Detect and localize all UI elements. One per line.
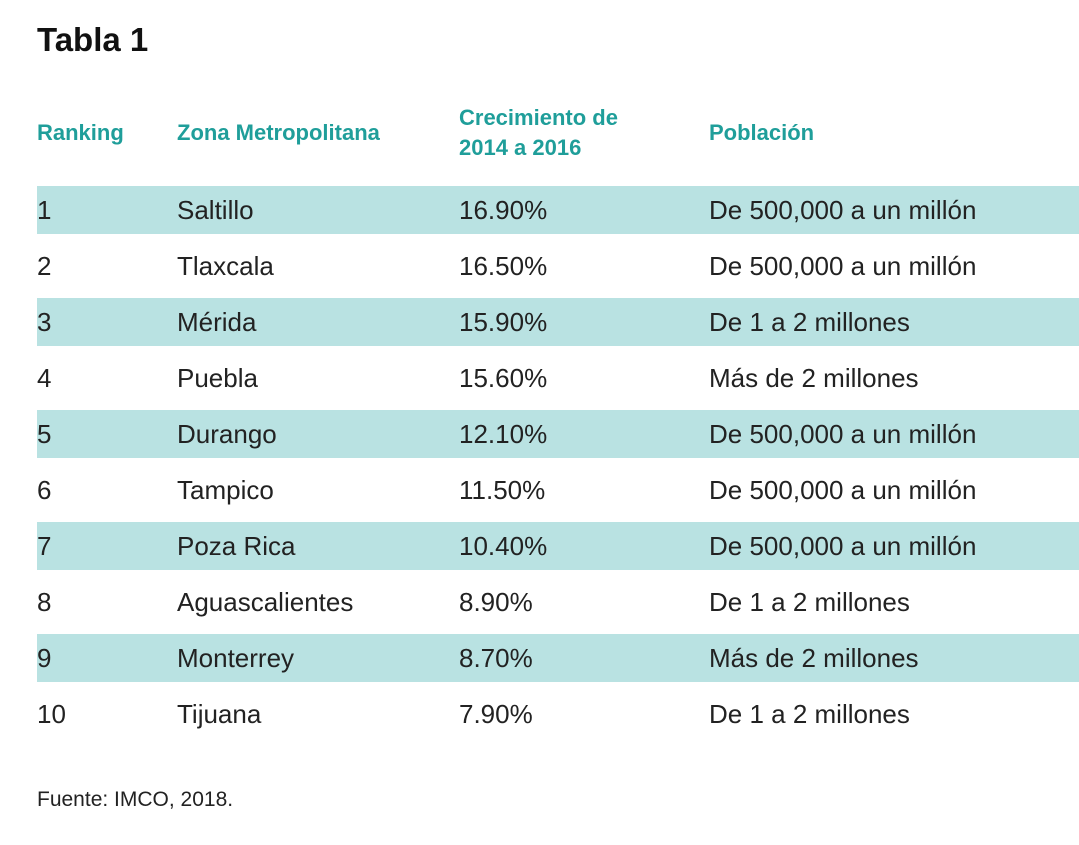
cell-ranking: 6 <box>37 475 52 505</box>
cell-ranking: 9 <box>37 643 52 673</box>
cell-zona: Poza Rica <box>177 531 296 561</box>
table-header: Ranking Zona Metropolitana Crecimiento d… <box>37 100 1079 186</box>
cell-crecimiento: 15.90% <box>459 307 548 337</box>
page-title: Tabla 1 <box>37 21 149 58</box>
cell-poblacion: De 500,000 a un millón <box>709 195 977 225</box>
cell-poblacion: De 500,000 a un millón <box>709 531 977 561</box>
table-row: 9 Monterrey 8.70% Más de 2 millones <box>37 634 1079 690</box>
row-band <box>37 186 1079 234</box>
cell-poblacion: De 500,000 a un millón <box>709 475 977 505</box>
cell-zona: Mérida <box>177 307 257 337</box>
header-zona-metropolitana: Zona Metropolitana <box>177 120 380 145</box>
cell-poblacion: De 500,000 a un millón <box>709 251 977 281</box>
cell-ranking: 5 <box>37 419 52 449</box>
cell-crecimiento: 11.50% <box>459 475 546 505</box>
cell-crecimiento: 12.10% <box>459 419 548 449</box>
cell-zona: Tijuana <box>177 699 262 729</box>
table-row: 1 Saltillo 16.90% De 500,000 a un millón <box>37 186 1079 242</box>
table-row: 6 Tampico 11.50% De 500,000 a un millón <box>37 466 1079 522</box>
table-row: 8 Aguascalientes 8.90% De 1 a 2 millones <box>37 578 1079 634</box>
cell-crecimiento: 8.70% <box>459 643 533 673</box>
cell-crecimiento: 7.90% <box>459 699 533 729</box>
cell-ranking: 7 <box>37 531 52 561</box>
cell-zona: Tlaxcala <box>177 251 274 281</box>
header-poblacion: Población <box>709 120 815 145</box>
row-band <box>37 522 1079 570</box>
table-row: 10 Tijuana 7.90% De 1 a 2 millones <box>37 690 1079 746</box>
cell-zona: Durango <box>177 419 277 449</box>
cell-crecimiento: 16.50% <box>459 251 548 281</box>
table-row: 4 Puebla 15.60% Más de 2 millones <box>37 354 1079 410</box>
header-crecimiento-line1: Crecimiento de <box>459 105 618 130</box>
cell-ranking: 10 <box>37 699 66 729</box>
table-row: 2 Tlaxcala 16.50% De 500,000 a un millón <box>37 242 1079 298</box>
cell-poblacion: De 1 a 2 millones <box>709 699 910 729</box>
cell-ranking: 2 <box>37 251 52 281</box>
header-ranking: Ranking <box>37 120 124 145</box>
cell-ranking: 8 <box>37 587 52 617</box>
header-crecimiento: Crecimiento de 2014 a 2016 <box>459 100 618 166</box>
cell-zona: Saltillo <box>177 195 254 225</box>
cell-crecimiento: 15.60% <box>459 363 548 393</box>
cell-poblacion: Más de 2 millones <box>709 363 919 393</box>
cell-poblacion: De 1 a 2 millones <box>709 307 910 337</box>
cell-zona: Aguascalientes <box>177 587 354 617</box>
cell-crecimiento: 16.90% <box>459 195 548 225</box>
cell-zona: Tampico <box>177 475 274 505</box>
cell-poblacion: De 500,000 a un millón <box>709 419 977 449</box>
cell-crecimiento: 8.90% <box>459 587 533 617</box>
cell-zona: Puebla <box>177 363 258 393</box>
row-band <box>37 410 1079 458</box>
cell-poblacion: Más de 2 millones <box>709 643 919 673</box>
source-note: Fuente: IMCO, 2018. <box>37 788 234 811</box>
cell-ranking: 3 <box>37 307 52 337</box>
row-band <box>37 634 1079 682</box>
cell-zona: Monterrey <box>177 643 295 673</box>
table-row: 7 Poza Rica 10.40% De 500,000 a un milló… <box>37 522 1079 578</box>
row-band <box>37 298 1079 346</box>
cell-crecimiento: 10.40% <box>459 531 548 561</box>
data-table: Ranking Zona Metropolitana Crecimiento d… <box>37 100 1079 746</box>
cell-poblacion: De 1 a 2 millones <box>709 587 910 617</box>
cell-ranking: 4 <box>37 363 52 393</box>
header-crecimiento-line2: 2014 a 2016 <box>459 135 582 160</box>
cell-ranking: 1 <box>37 195 52 225</box>
table-row: 5 Durango 12.10% De 500,000 a un millón <box>37 410 1079 466</box>
table-row: 3 Mérida 15.90% De 1 a 2 millones <box>37 298 1079 354</box>
